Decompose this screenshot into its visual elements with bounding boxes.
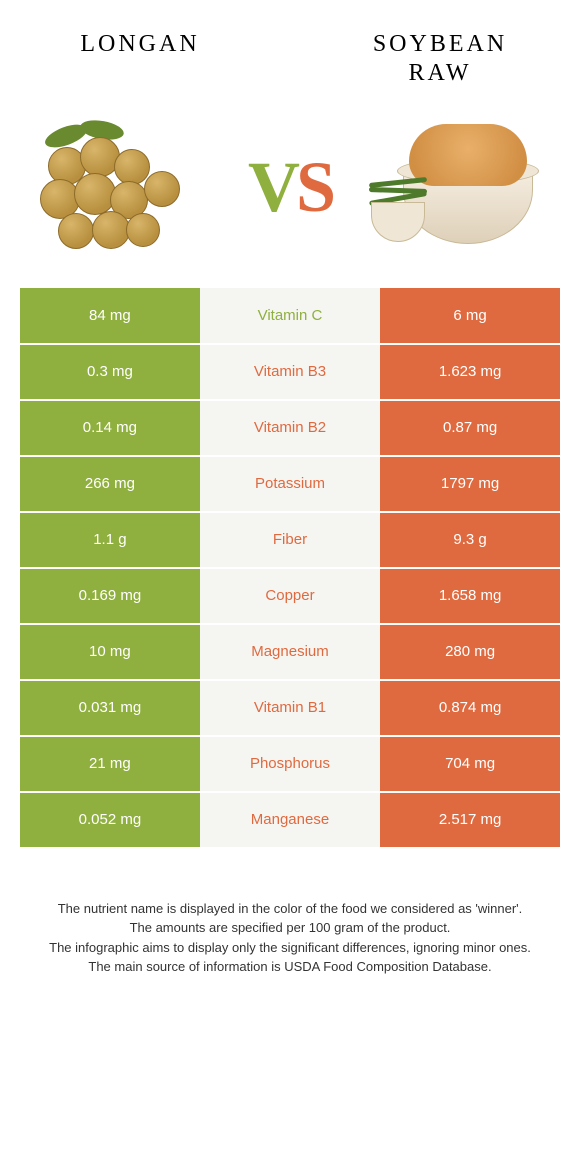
right-value: 0.87 mg [380, 400, 560, 456]
table-row: 10 mgMagnesium280 mg [20, 624, 560, 680]
left-value: 21 mg [20, 736, 200, 792]
nutrient-name: Vitamin B2 [200, 400, 380, 456]
footer-line-4: The main source of information is USDA F… [30, 957, 550, 977]
images-row: VS [0, 98, 580, 288]
nutrient-name: Magnesium [200, 624, 380, 680]
left-food-title: Longan [40, 30, 240, 88]
table-row: 0.169 mgCopper1.658 mg [20, 568, 560, 624]
right-value: 1.658 mg [380, 568, 560, 624]
footer-line-3: The infographic aims to display only the… [30, 938, 550, 958]
nutrient-name: Manganese [200, 792, 380, 848]
nutrient-name: Vitamin B3 [200, 344, 380, 400]
left-value: 0.14 mg [20, 400, 200, 456]
nutrient-name: Fiber [200, 512, 380, 568]
left-value: 0.3 mg [20, 344, 200, 400]
table-row: 0.14 mgVitamin B20.87 mg [20, 400, 560, 456]
longan-image [30, 118, 210, 258]
right-value: 704 mg [380, 736, 560, 792]
vs-label: VS [248, 146, 332, 229]
footer-line-2: The amounts are specified per 100 gram o… [30, 918, 550, 938]
left-value: 0.031 mg [20, 680, 200, 736]
right-food-title: Soybean raw [340, 30, 540, 88]
footer-line-1: The nutrient name is displayed in the co… [30, 899, 550, 919]
vs-letter-s: S [296, 147, 332, 227]
right-value: 0.874 mg [380, 680, 560, 736]
header-titles: Longan Soybean raw [0, 0, 580, 98]
right-value: 6 mg [380, 288, 560, 344]
right-value: 1797 mg [380, 456, 560, 512]
left-value: 266 mg [20, 456, 200, 512]
right-value: 2.517 mg [380, 792, 560, 848]
left-value: 0.052 mg [20, 792, 200, 848]
table-row: 0.031 mgVitamin B10.874 mg [20, 680, 560, 736]
nutrient-table: 84 mgVitamin C6 mg0.3 mgVitamin B31.623 … [20, 288, 560, 849]
left-value: 0.169 mg [20, 568, 200, 624]
table-row: 21 mgPhosphorus704 mg [20, 736, 560, 792]
table-row: 84 mgVitamin C6 mg [20, 288, 560, 344]
nutrient-name: Phosphorus [200, 736, 380, 792]
right-value: 280 mg [380, 624, 560, 680]
left-value: 10 mg [20, 624, 200, 680]
right-value: 1.623 mg [380, 344, 560, 400]
table-row: 1.1 gFiber9.3 g [20, 512, 560, 568]
nutrient-name: Vitamin C [200, 288, 380, 344]
nutrient-name: Potassium [200, 456, 380, 512]
table-row: 266 mgPotassium1797 mg [20, 456, 560, 512]
soybean-image [370, 118, 550, 258]
nutrient-name: Copper [200, 568, 380, 624]
left-value: 84 mg [20, 288, 200, 344]
right-value: 9.3 g [380, 512, 560, 568]
table-row: 0.3 mgVitamin B31.623 mg [20, 344, 560, 400]
nutrient-name: Vitamin B1 [200, 680, 380, 736]
left-value: 1.1 g [20, 512, 200, 568]
vs-letter-v: V [248, 147, 296, 227]
table-row: 0.052 mgManganese2.517 mg [20, 792, 560, 848]
footer-notes: The nutrient name is displayed in the co… [30, 899, 550, 977]
